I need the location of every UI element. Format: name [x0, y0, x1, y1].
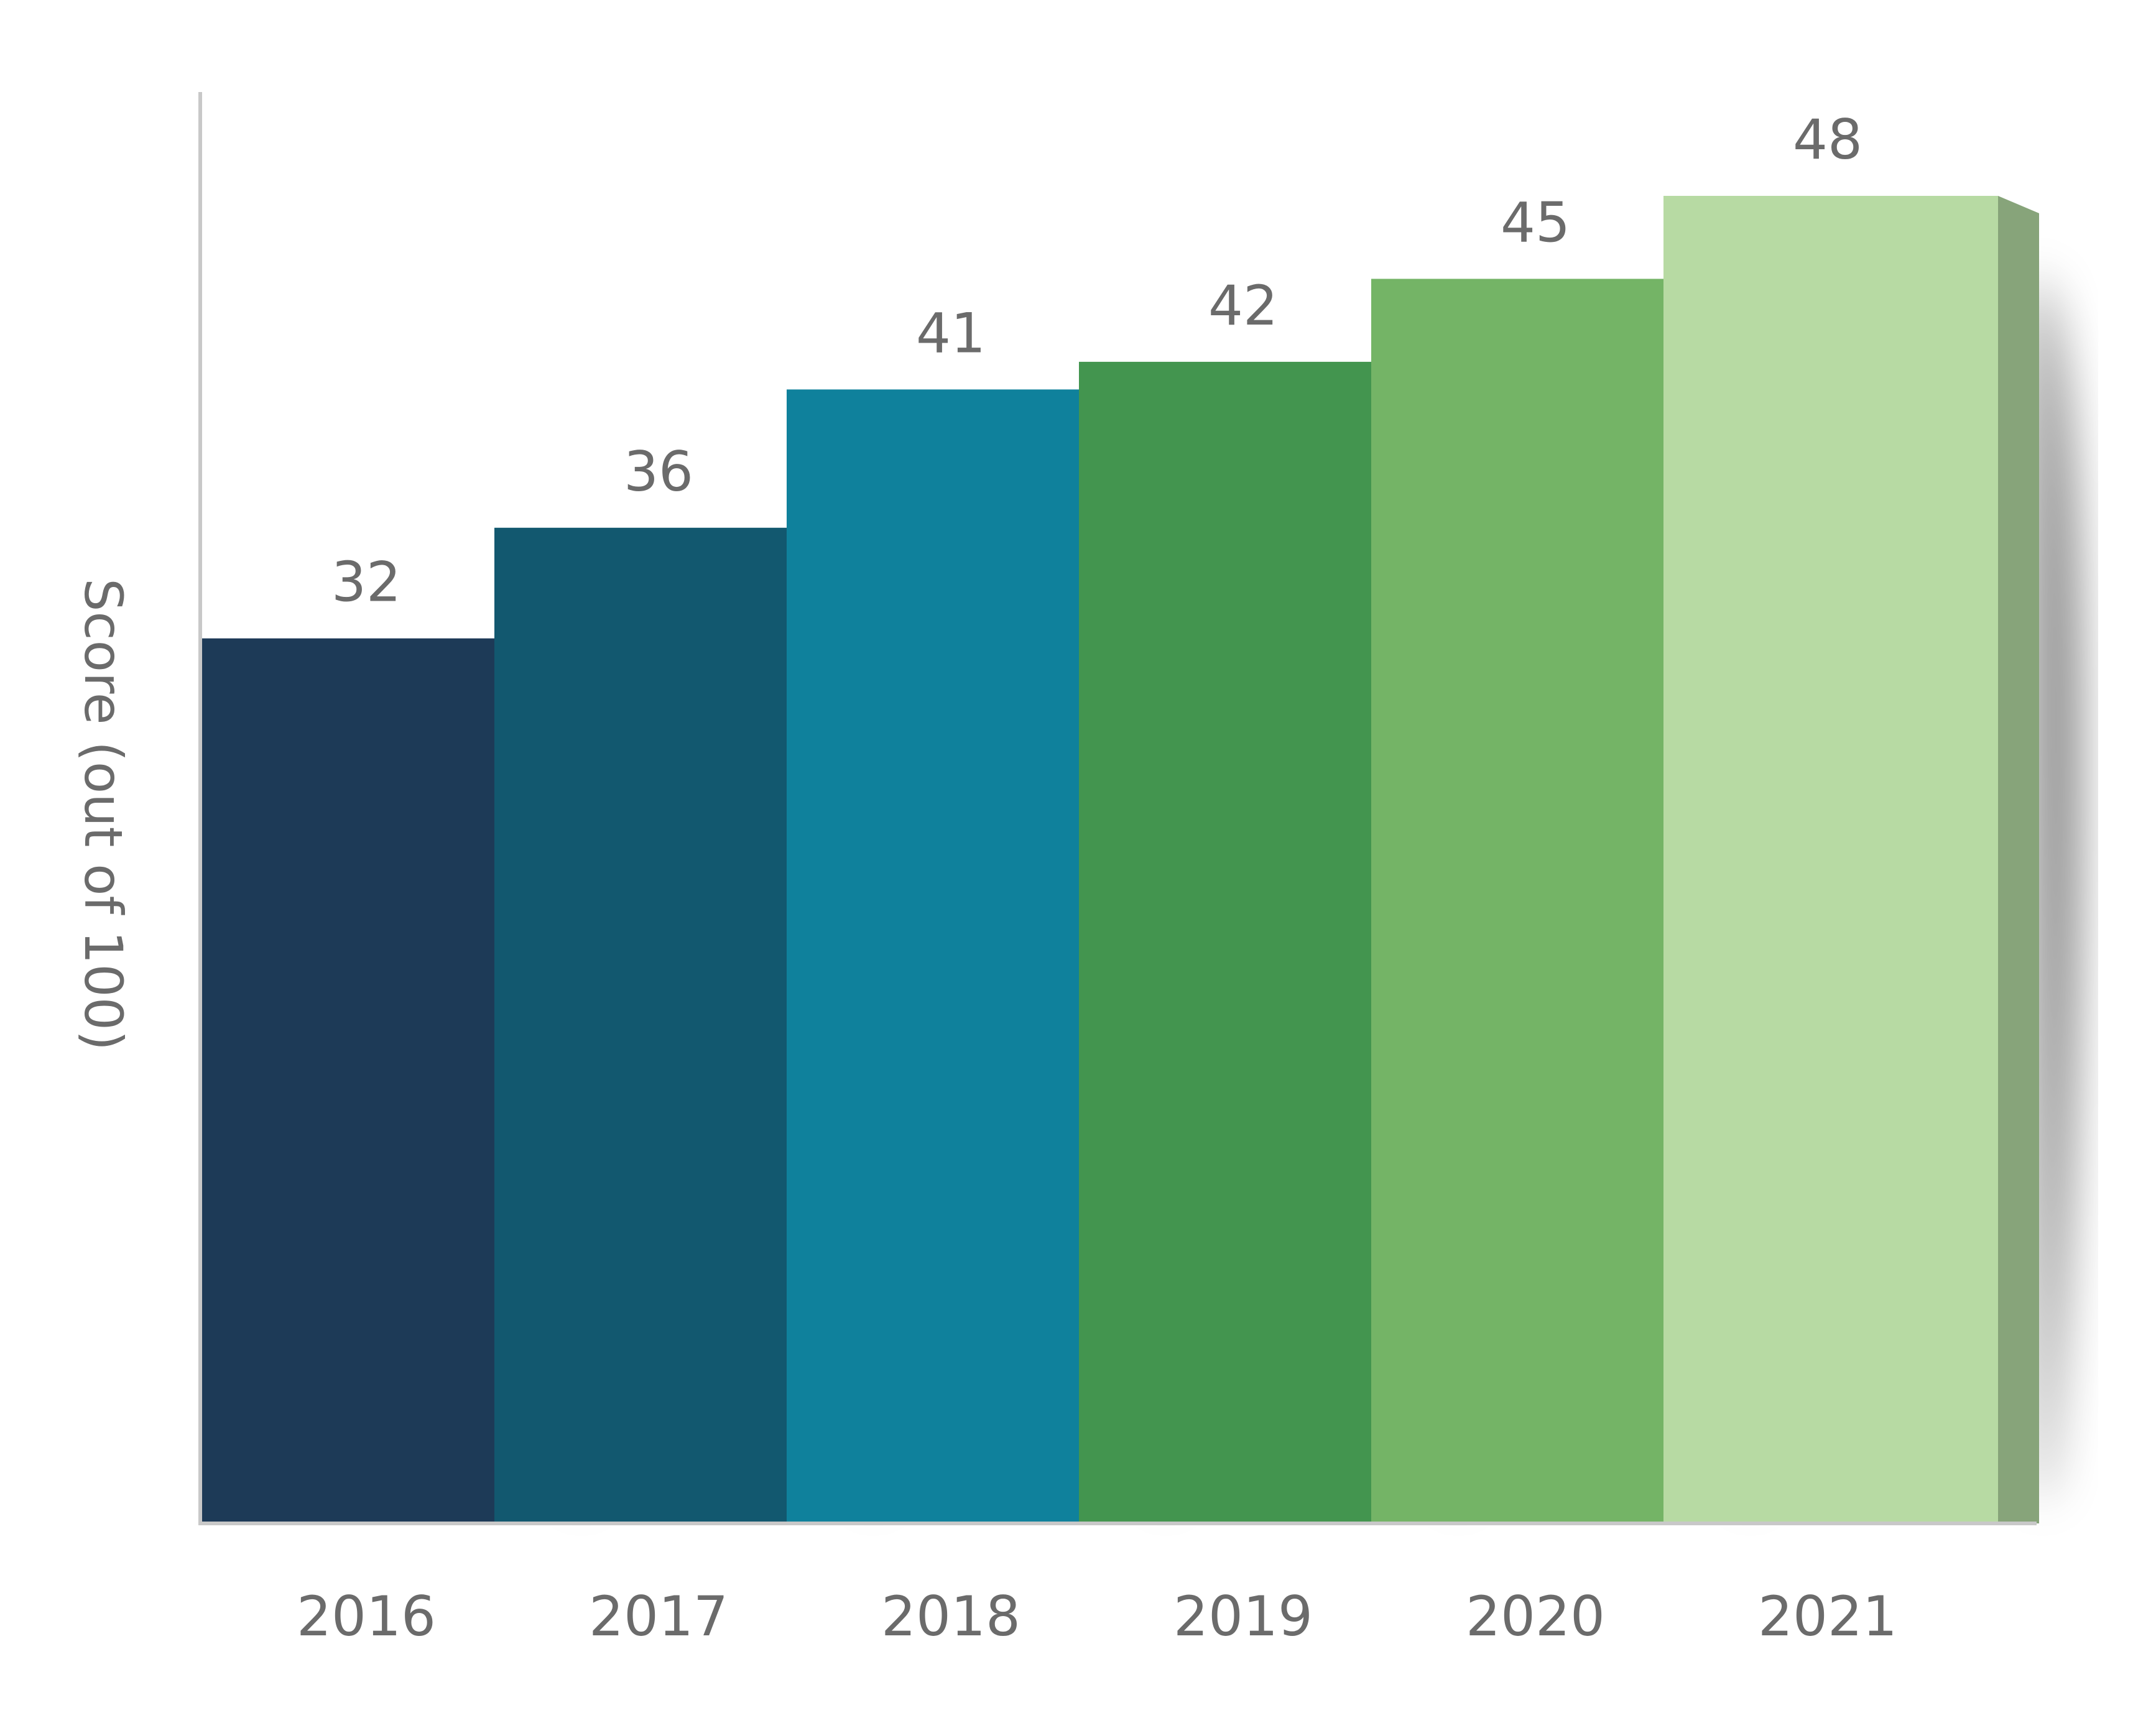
x-tick-labels: 2016 2017 2018 2019 2020 2021: [297, 1584, 1897, 1648]
x-tick-label-2018: 2018: [881, 1584, 1020, 1648]
data-label-2017: 36: [624, 440, 693, 504]
bar-front-face: [202, 638, 537, 1523]
data-label-2021: 48: [1793, 108, 1862, 172]
data-label-2020: 45: [1501, 190, 1570, 254]
data-label-2018: 41: [916, 301, 986, 365]
data-label-2019: 42: [1208, 274, 1278, 338]
value-labels: 32 36 41 42 45 48: [331, 108, 1862, 614]
x-tick-label-2019: 2019: [1173, 1584, 1313, 1648]
bar-side-face: [1998, 196, 2039, 1523]
bar-front-face: [787, 389, 1121, 1523]
bar-2021: [1663, 196, 2039, 1523]
x-tick-label-2021: 2021: [1758, 1584, 1897, 1648]
bar-front-face: [494, 527, 829, 1523]
bar-front-face: [1079, 361, 1413, 1523]
bar-shadow: [2033, 270, 2076, 1499]
x-tick-label-2017: 2017: [589, 1584, 728, 1648]
x-tick-label-2016: 2016: [297, 1584, 436, 1648]
y-axis-title: Score (out of 100): [73, 578, 134, 1051]
bars: [202, 196, 2039, 1523]
bar-front-face: [1371, 279, 1706, 1523]
x-tick-label-2020: 2020: [1466, 1584, 1605, 1648]
data-label-2016: 32: [331, 550, 401, 614]
bar-front-face: [1663, 196, 1998, 1523]
